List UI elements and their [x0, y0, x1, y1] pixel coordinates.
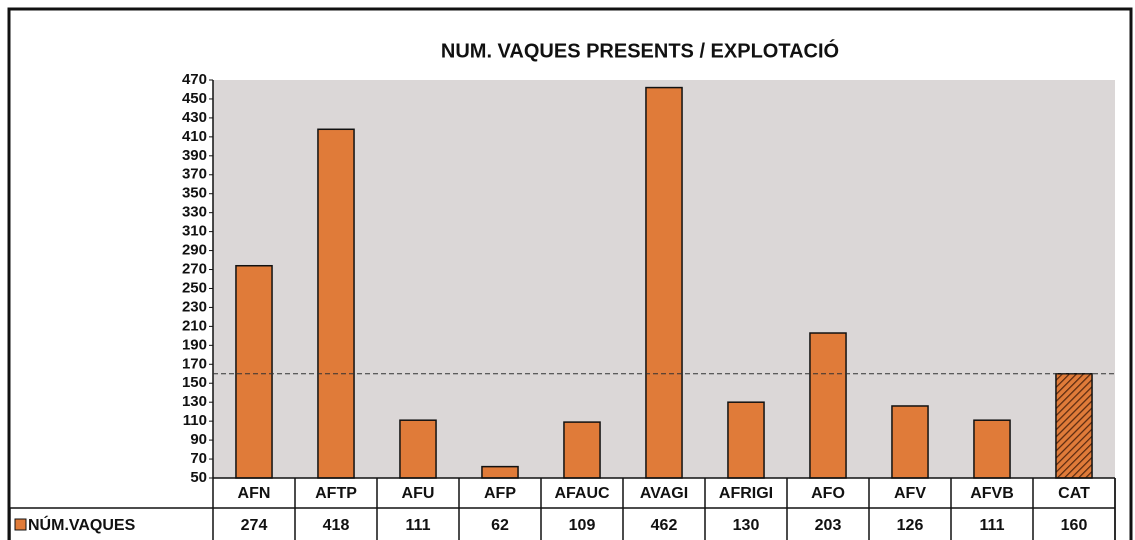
y-tick-label: 230 [182, 298, 207, 315]
table-value: 111 [980, 517, 1005, 534]
bar [727, 401, 765, 479]
chart-title: NUM. VAQUES PRESENTS / EXPLOTACIÓ [441, 38, 839, 62]
table-value: 126 [897, 517, 924, 534]
y-tick-label: 190 [182, 336, 207, 353]
bar [235, 264, 273, 479]
table-value: 274 [241, 517, 268, 534]
y-tick-label: 410 [182, 128, 207, 145]
table-value: 111 [406, 517, 431, 534]
y-tick-label: 270 [182, 260, 207, 277]
y-tick-label: 310 [182, 223, 207, 240]
x-tick-label: AVAGI [640, 485, 688, 502]
bar [1055, 373, 1093, 479]
y-tick-label: 250 [182, 279, 207, 296]
y-tick-label: 350 [182, 185, 207, 202]
y-tick-label: 370 [182, 166, 207, 183]
y-tick-label: 390 [182, 147, 207, 164]
x-tick-label: CAT [1058, 485, 1090, 502]
table-value: 418 [323, 517, 350, 534]
bar [563, 421, 601, 479]
x-tick-label: AFRIGI [719, 485, 773, 502]
y-tick-label: 70 [190, 450, 207, 467]
x-tick-label: AFVB [970, 485, 1014, 502]
bar [399, 419, 437, 479]
bar [645, 86, 683, 479]
table-value: 130 [733, 517, 760, 534]
table-value: 160 [1061, 517, 1088, 534]
y-tick-label: 290 [182, 242, 207, 259]
bar [891, 405, 929, 479]
y-tick-label: 130 [182, 393, 207, 410]
x-tick-label: AFO [811, 485, 845, 502]
table-value: 203 [815, 517, 842, 534]
y-tick-label: 470 [182, 71, 207, 88]
y-tick-label: 330 [182, 204, 207, 221]
table-value: 462 [651, 517, 678, 534]
table-value: 62 [491, 517, 509, 534]
bar [481, 465, 519, 479]
bar [809, 332, 847, 479]
y-tick-label: 210 [182, 317, 207, 334]
y-tick-label: 150 [182, 374, 207, 391]
y-tick-label: 90 [190, 431, 207, 448]
y-tick-label: 430 [182, 109, 207, 126]
y-tick-label: 110 [183, 412, 207, 429]
legend-label: NÚM.VAQUES [28, 515, 136, 534]
y-tick-label: 50 [190, 469, 207, 486]
bar [973, 419, 1011, 479]
bar [317, 128, 355, 479]
x-tick-label: AFU [402, 485, 435, 502]
x-tick-label: AFP [484, 485, 516, 502]
y-tick-label: 450 [182, 90, 207, 107]
x-tick-label: AFTP [315, 485, 357, 502]
x-tick-label: AFV [894, 485, 926, 502]
legend-swatch [14, 518, 27, 531]
x-tick-label: AFN [238, 485, 271, 502]
x-tick-label: AFAUC [554, 485, 610, 502]
table-value: 109 [569, 517, 596, 534]
y-tick-label: 170 [182, 355, 207, 372]
